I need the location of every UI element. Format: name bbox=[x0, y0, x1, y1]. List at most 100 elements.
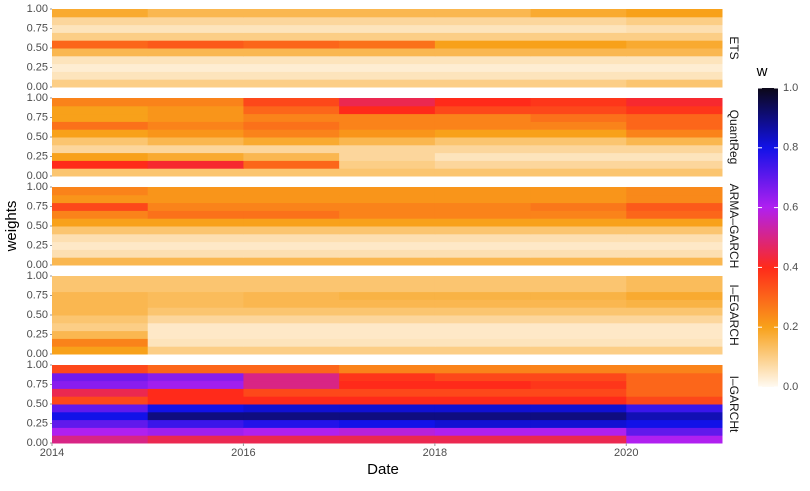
heat-cell bbox=[626, 396, 723, 405]
heat-cell bbox=[339, 160, 436, 169]
heat-cell bbox=[339, 411, 436, 421]
heat-cell bbox=[530, 144, 627, 154]
heat-cell bbox=[626, 187, 723, 196]
heat-cell bbox=[434, 9, 532, 18]
heat-cell bbox=[434, 322, 532, 332]
facet-label: ARMA–GARCH bbox=[727, 184, 741, 269]
y-tick-label: 0.25 bbox=[27, 150, 48, 162]
heat-cell bbox=[434, 291, 532, 300]
x-tick-label: 2016 bbox=[231, 447, 255, 459]
heat-cell bbox=[147, 419, 244, 428]
heat-cell bbox=[339, 427, 436, 436]
heat-cell bbox=[530, 137, 627, 146]
heat-cell bbox=[243, 16, 340, 26]
heat-cell bbox=[147, 299, 244, 308]
heat-cell bbox=[243, 32, 340, 41]
heat-cell bbox=[434, 338, 532, 347]
heat-cell bbox=[147, 144, 244, 154]
heat-cell bbox=[626, 210, 723, 219]
heat-cell bbox=[243, 276, 340, 285]
heat-cell bbox=[626, 419, 723, 428]
heat-cell bbox=[52, 404, 149, 413]
heat-cell bbox=[434, 276, 532, 285]
heat-cell bbox=[243, 299, 340, 308]
y-tick-label: 0.75 bbox=[27, 111, 48, 123]
heat-cell bbox=[626, 283, 723, 293]
heat-cell bbox=[434, 32, 532, 41]
heat-cell bbox=[339, 396, 436, 405]
heat-cell bbox=[530, 24, 627, 33]
heat-cell bbox=[434, 404, 532, 413]
heat-cell bbox=[52, 396, 149, 405]
heat-cell bbox=[434, 105, 532, 115]
y-tick-label: 1.00 bbox=[27, 3, 48, 15]
heat-cell bbox=[434, 299, 532, 308]
heat-cell bbox=[530, 307, 627, 316]
x-tick-label: 2018 bbox=[423, 447, 447, 459]
heat-cell bbox=[626, 346, 723, 355]
heat-cell bbox=[530, 71, 627, 80]
heat-cell bbox=[147, 137, 244, 146]
heat-cell bbox=[243, 435, 340, 444]
heat-cell bbox=[147, 32, 244, 41]
heat-cell bbox=[434, 40, 532, 49]
heat-cell bbox=[52, 16, 149, 26]
heat-cell bbox=[243, 168, 340, 177]
heat-cell bbox=[626, 55, 723, 65]
heat-cell bbox=[434, 419, 532, 428]
heat-cell bbox=[530, 210, 627, 219]
heat-cell bbox=[530, 129, 627, 138]
heat-cell bbox=[626, 241, 723, 250]
y-tick-label: 0.25 bbox=[27, 239, 48, 251]
heat-cell bbox=[434, 218, 532, 227]
heat-cell bbox=[52, 202, 149, 211]
heat-cell bbox=[52, 144, 149, 154]
heat-cell bbox=[243, 218, 340, 227]
heat-cell bbox=[147, 121, 244, 130]
y-tick-label: 1.00 bbox=[27, 181, 48, 193]
heat-cell bbox=[243, 98, 340, 107]
facet-label: I–GARCHt bbox=[727, 376, 741, 433]
heat-cell bbox=[52, 233, 149, 243]
y-tick-label: 1.00 bbox=[27, 92, 48, 104]
heat-cell bbox=[243, 105, 340, 115]
heat-cell bbox=[434, 129, 532, 138]
y-tick-label: 0.00 bbox=[27, 259, 48, 271]
heat-cell bbox=[243, 137, 340, 146]
heat-cell bbox=[339, 168, 436, 177]
heat-cell bbox=[52, 276, 149, 285]
heat-cell bbox=[626, 40, 723, 49]
heat-cell bbox=[626, 404, 723, 413]
heat-cell bbox=[243, 160, 340, 169]
heat-cell bbox=[243, 187, 340, 196]
heat-cell bbox=[626, 315, 723, 324]
heat-cell bbox=[434, 98, 532, 107]
heat-cell bbox=[52, 365, 149, 374]
heat-cell bbox=[626, 79, 723, 88]
heat-cell bbox=[626, 427, 723, 436]
heat-cell bbox=[339, 291, 436, 300]
heat-cell bbox=[243, 388, 340, 397]
heat-cell bbox=[147, 307, 244, 316]
heat-cell bbox=[626, 137, 723, 146]
heat-cell bbox=[52, 24, 149, 33]
heat-cell bbox=[147, 105, 244, 115]
heat-cell bbox=[52, 380, 149, 389]
heat-cell bbox=[434, 396, 532, 405]
heat-cell bbox=[52, 129, 149, 138]
heat-cell bbox=[626, 307, 723, 316]
y-tick-label: 0.25 bbox=[27, 417, 48, 429]
heat-cell bbox=[52, 194, 149, 204]
heat-cell bbox=[147, 249, 244, 258]
heat-cell bbox=[530, 113, 627, 122]
heat-cell bbox=[530, 404, 627, 413]
heat-cell bbox=[626, 435, 723, 444]
colorbar-tick-label: 0.8 bbox=[783, 142, 798, 154]
y-tick-label: 0.50 bbox=[27, 309, 48, 321]
heat-cell bbox=[147, 257, 244, 266]
heat-cell bbox=[52, 299, 149, 308]
heat-cell bbox=[434, 249, 532, 258]
heat-cell bbox=[147, 365, 244, 374]
heat-cell bbox=[530, 241, 627, 250]
heat-cell bbox=[52, 226, 149, 235]
